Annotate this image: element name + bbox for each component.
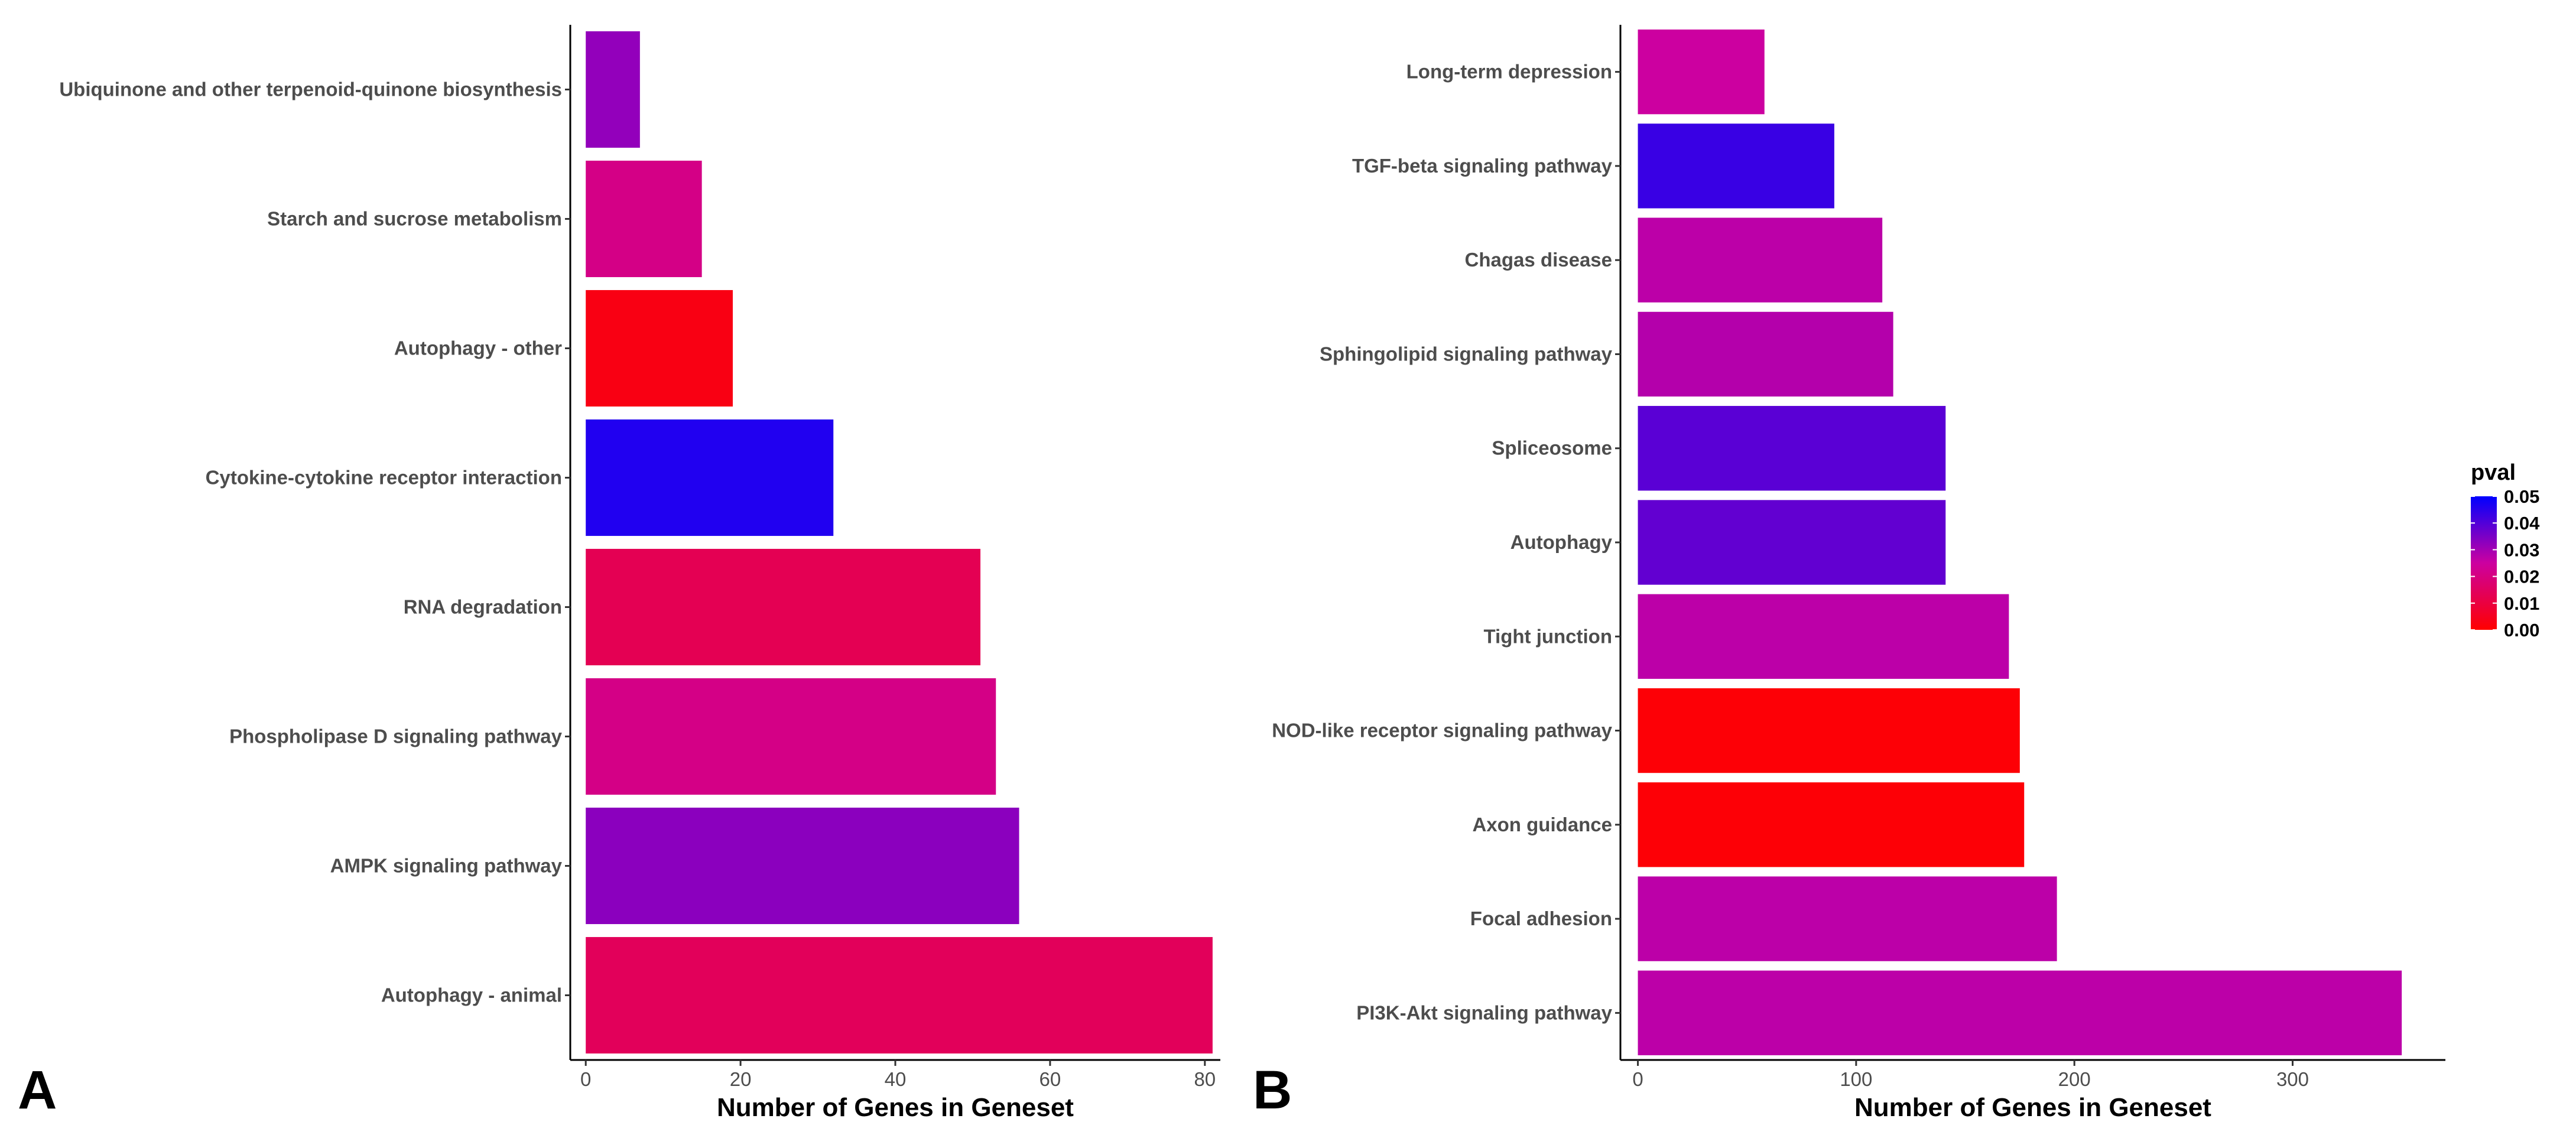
legend-tick-label: 0.01 [2504, 593, 2539, 614]
y-tick-label: Tight junction [1483, 625, 1612, 647]
bar [1638, 217, 1883, 303]
x-tick-label: 300 [2276, 1068, 2309, 1090]
y-tick-label: RNA degradation [404, 596, 562, 618]
legend-tick-label: 0.03 [2504, 539, 2539, 560]
panel-label-a: A [18, 1060, 57, 1120]
bar [1638, 406, 1946, 491]
x-tick-label: 0 [1632, 1068, 1643, 1090]
bar [586, 290, 733, 407]
bar [1638, 970, 2402, 1056]
y-tick-label: Long-term depression [1406, 61, 1612, 83]
bar [1638, 594, 2009, 679]
x-tick-label: 0 [580, 1068, 591, 1090]
legend-tick-label: 0.02 [2504, 567, 2539, 587]
y-tick-label: Chagas disease [1465, 249, 1612, 271]
y-tick-label: AMPK signaling pathway [330, 855, 563, 877]
pval-legend: pval 0.05 0.04 0.03 0.02 0.01 0.00 [2471, 460, 2540, 640]
bar [586, 419, 834, 536]
bar [1638, 500, 1946, 585]
x-axis-title: Number of Genes in Geneset [717, 1093, 1074, 1122]
legend-tick-label: 0.00 [2504, 620, 2539, 640]
x-tick-label: 100 [1840, 1068, 1872, 1090]
y-tick-label: Phospholipase D signaling pathway [229, 726, 563, 747]
y-tick-label: Starch and sucrose metabolism [267, 208, 562, 230]
x-tick-label: 80 [1194, 1068, 1216, 1090]
x-tick-label: 60 [1040, 1068, 1061, 1090]
y-tick-label: Autophagy [1510, 531, 1613, 553]
y-tick-label: NOD-like receptor signaling pathway [1272, 720, 1612, 742]
bar [1638, 311, 1893, 397]
panel-b: Long-term depression TGF-beta signaling p… [1272, 25, 2445, 1122]
y-tick-label: TGF-beta signaling pathway [1352, 155, 1613, 177]
bar [1638, 123, 1834, 209]
x-tick-label: 200 [2058, 1068, 2091, 1090]
bar [1638, 876, 2057, 961]
y-tick-label: Cytokine-cytokine receptor interaction [206, 467, 562, 489]
legend-tick-label: 0.04 [2504, 513, 2540, 534]
x-tick-label: 40 [885, 1068, 907, 1090]
y-tick-label: Sphingolipid signaling pathway [1320, 343, 1613, 365]
panel-label-b: B [1253, 1060, 1292, 1120]
legend-tick-label: 0.05 [2504, 486, 2539, 507]
y-tick-label: Autophagy - animal [381, 984, 562, 1006]
bar [586, 548, 981, 666]
y-tick-label: PI3K-Akt signaling pathway [1356, 1001, 1612, 1023]
legend-colorbar [2471, 496, 2497, 630]
bar [586, 678, 996, 795]
bar [586, 936, 1213, 1054]
bar [1638, 782, 2025, 867]
bar [1638, 688, 2020, 773]
y-tick-label: Spliceosome [1492, 437, 1612, 459]
x-tick-label: 20 [730, 1068, 752, 1090]
y-tick-label: Axon guidance [1472, 814, 1612, 835]
x-axis-title: Number of Genes in Geneset [1854, 1093, 2211, 1122]
bar [586, 31, 640, 148]
y-tick-label: Focal adhesion [1470, 908, 1612, 929]
y-tick-label: Autophagy - other [394, 337, 562, 359]
bar [586, 807, 1019, 925]
legend-title: pval [2471, 460, 2516, 485]
y-tick-label: Ubiquinone and other terpenoid-quinone b… [59, 79, 562, 100]
bar [1638, 29, 1765, 115]
panel-a: Ubiquinone and other terpenoid-quinone b… [59, 25, 1220, 1122]
bar [586, 160, 702, 278]
